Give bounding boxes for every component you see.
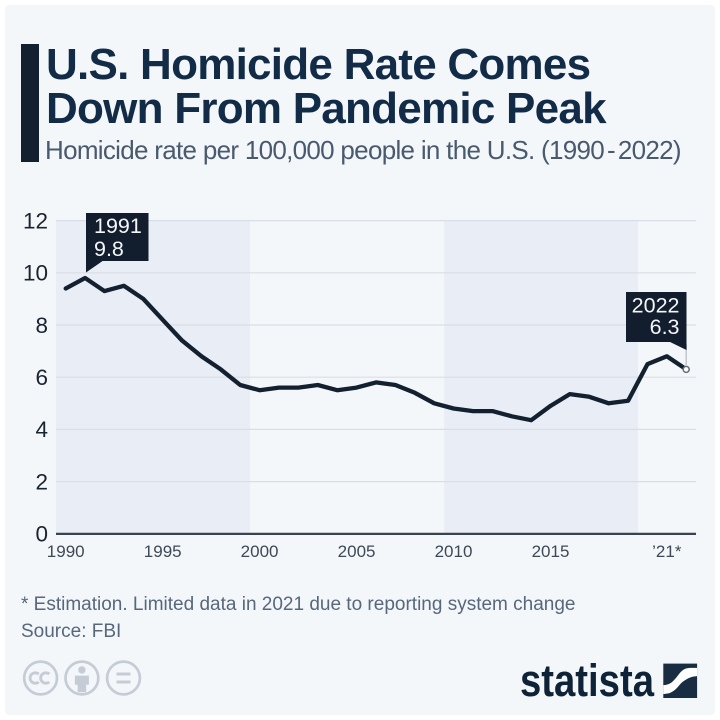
svg-text:4: 4: [35, 417, 48, 442]
svg-text:1991: 1991: [94, 214, 142, 238]
svg-text:’21*: ’21*: [652, 542, 682, 561]
svg-text:2022: 2022: [632, 294, 680, 318]
svg-text:statista: statista: [520, 655, 655, 706]
svg-text:2015: 2015: [532, 542, 570, 561]
svg-text:12: 12: [23, 208, 48, 233]
svg-text:2000: 2000: [241, 542, 279, 561]
svg-text:8: 8: [35, 313, 48, 338]
svg-text:1995: 1995: [144, 542, 182, 561]
svg-text:2: 2: [35, 469, 48, 494]
svg-text:0: 0: [35, 522, 48, 547]
svg-text:10: 10: [23, 261, 48, 286]
svg-text:2005: 2005: [338, 542, 376, 561]
svg-text:6.3: 6.3: [650, 315, 680, 339]
svg-text:6: 6: [35, 365, 48, 390]
svg-text:2010: 2010: [435, 542, 473, 561]
svg-text:9.8: 9.8: [94, 237, 124, 261]
svg-text:1990: 1990: [47, 542, 85, 561]
